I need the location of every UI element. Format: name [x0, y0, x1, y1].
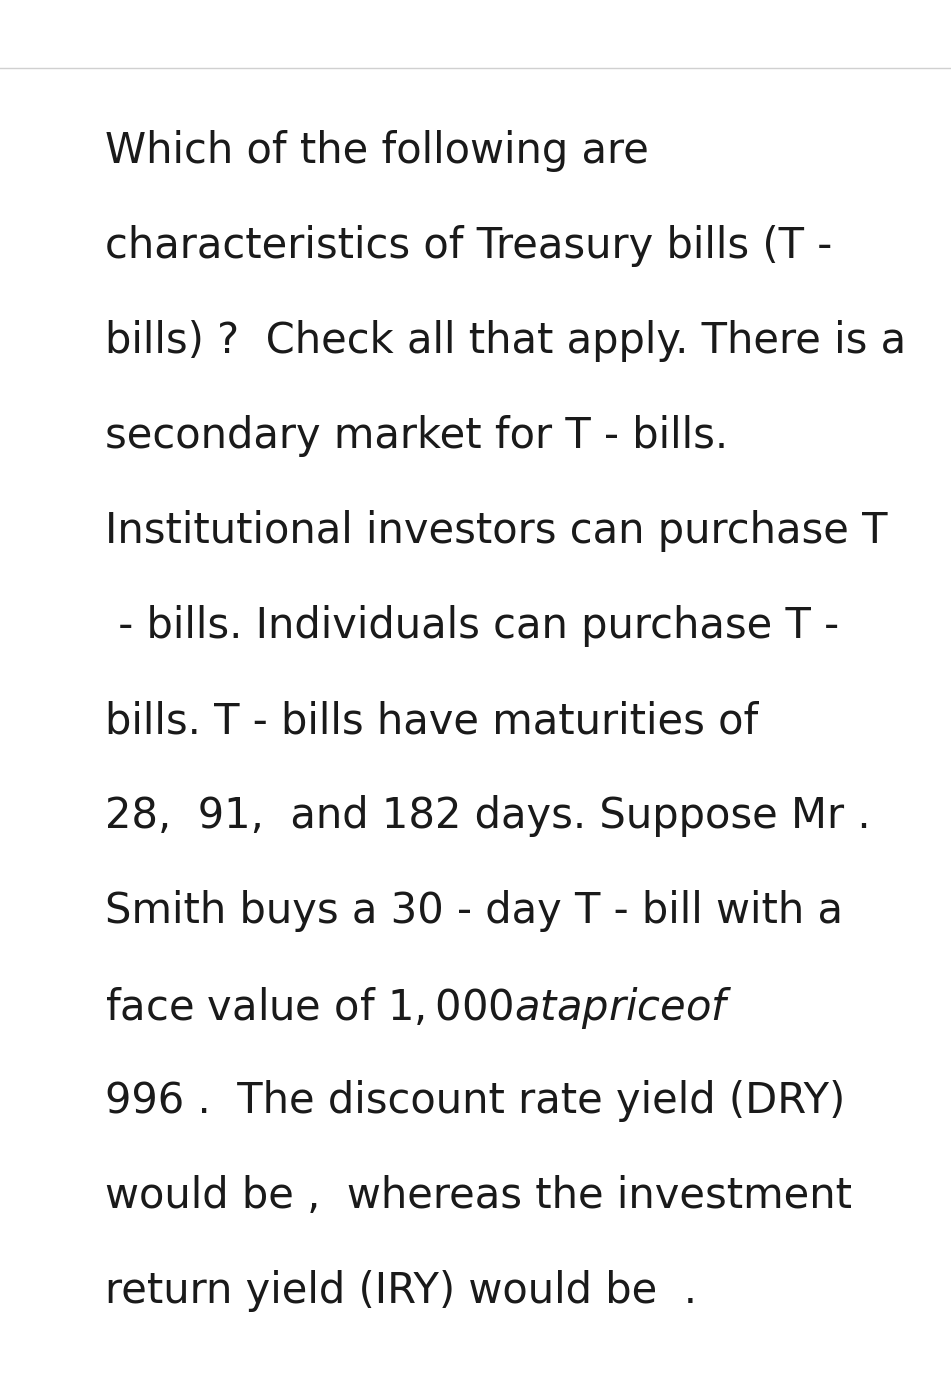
Text: Which of the following are: Which of the following are — [105, 130, 649, 172]
Text: 996 .  The discount rate yield (DRY): 996 . The discount rate yield (DRY) — [105, 1081, 845, 1122]
Text: face value of $1, 000 at a price of $: face value of $1, 000 at a price of $ — [105, 984, 732, 1031]
Text: characteristics of Treasury bills (T -: characteristics of Treasury bills (T - — [105, 225, 832, 266]
Text: return yield (IRY) would be  .: return yield (IRY) would be . — [105, 1270, 697, 1313]
Text: Institutional investors can purchase T: Institutional investors can purchase T — [105, 509, 887, 552]
Text: secondary market for T - bills.: secondary market for T - bills. — [105, 415, 728, 457]
Text: - bills. Individuals can purchase T -: - bills. Individuals can purchase T - — [105, 605, 839, 647]
Text: would be ,  whereas the investment: would be , whereas the investment — [105, 1175, 852, 1216]
Text: 28,  91,  and 182 days. Suppose Mr .: 28, 91, and 182 days. Suppose Mr . — [105, 795, 870, 838]
Text: Smith buys a 30 - day T - bill with a: Smith buys a 30 - day T - bill with a — [105, 890, 843, 932]
Text: bills) ?  Check all that apply. There is a: bills) ? Check all that apply. There is … — [105, 320, 906, 362]
Text: bills. T - bills have maturities of: bills. T - bills have maturities of — [105, 700, 758, 741]
